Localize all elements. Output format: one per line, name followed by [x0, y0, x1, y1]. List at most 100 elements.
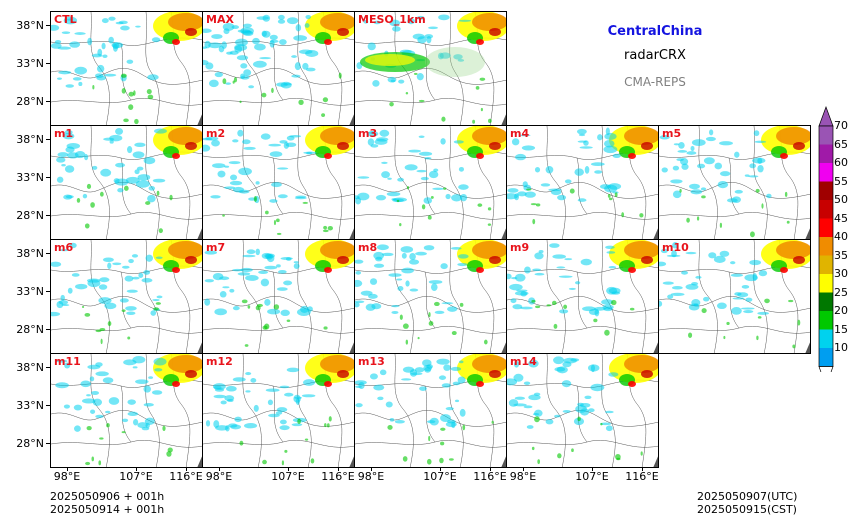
echo-patch — [320, 13, 355, 31]
echo-patch — [641, 370, 653, 378]
echo-patch — [257, 16, 269, 20]
echo-patch — [286, 142, 297, 147]
echo-patch — [405, 280, 409, 286]
echo-patch — [537, 459, 540, 464]
echo-patch — [122, 266, 130, 269]
echo-patch — [409, 259, 419, 264]
echo-patch — [391, 80, 395, 83]
echo-patch — [387, 425, 392, 430]
echo-patch — [361, 291, 373, 296]
echo-patch — [67, 152, 78, 158]
latitude-label: 38°N — [4, 133, 44, 146]
colorbar-tick-label: 65 — [834, 138, 848, 151]
colorbar-tick-label: 35 — [834, 249, 848, 262]
echo-patch — [613, 154, 621, 158]
echo-patch — [305, 15, 311, 19]
echo-patch — [396, 278, 402, 280]
echo-patch — [459, 167, 464, 172]
echo-patch — [605, 246, 615, 249]
echo-patch — [232, 269, 243, 272]
echo-patch — [337, 28, 349, 36]
echo-patch — [414, 73, 418, 75]
echo-patch — [476, 267, 484, 273]
echo-patch — [206, 420, 210, 426]
echo-patch — [677, 150, 687, 153]
echo-patch — [597, 134, 602, 140]
echo-patch — [63, 195, 72, 200]
echo-patch — [403, 456, 408, 462]
echo-patch — [82, 306, 84, 308]
echo-patch — [57, 77, 62, 79]
echo-patch — [436, 359, 449, 365]
echo-patch — [424, 245, 435, 250]
echo-patch — [515, 291, 529, 295]
echo-patch — [101, 339, 103, 345]
echo-patch — [284, 393, 293, 397]
echo-patch — [615, 454, 621, 460]
echo-patch — [579, 134, 585, 136]
echo-patch — [743, 310, 753, 313]
colorbar-tick-label: 50 — [834, 193, 848, 206]
echo-patch — [57, 177, 64, 183]
echo-patch — [476, 39, 484, 45]
echo-patch — [276, 219, 280, 223]
echo-patch — [99, 437, 103, 439]
latitude-label: 28°N — [4, 323, 44, 336]
echo-patch — [229, 289, 234, 293]
longitude-tick — [371, 467, 372, 471]
echo-patch — [262, 93, 267, 98]
echo-patch — [144, 386, 151, 393]
echo-patch — [524, 382, 530, 386]
echo-patch — [591, 162, 605, 166]
colorbar-segment — [819, 330, 833, 349]
panel-label: m9 — [510, 241, 529, 254]
echo-patch — [580, 146, 593, 149]
echo-patch — [65, 165, 74, 172]
echo-patch — [245, 390, 250, 392]
echo-patch — [287, 368, 299, 373]
echo-patch — [240, 63, 247, 68]
echo-patch — [520, 307, 533, 310]
echo-patch — [489, 256, 501, 264]
echo-patch — [148, 95, 154, 100]
echo-patch — [358, 382, 364, 389]
echo-patch — [472, 127, 507, 145]
echo-patch — [377, 244, 389, 250]
echo-patch — [428, 436, 430, 441]
echo-patch — [230, 181, 242, 185]
echo-patch — [154, 129, 167, 134]
latitude-label: 38°N — [4, 247, 44, 260]
echo-patch — [159, 228, 163, 233]
echo-patch — [590, 384, 604, 391]
echo-patch — [667, 255, 681, 257]
echo-patch — [267, 309, 280, 315]
echo-patch — [291, 75, 300, 78]
echo-patch — [303, 152, 316, 154]
echo-patch — [689, 184, 700, 189]
echo-patch — [152, 37, 160, 42]
echo-patch — [758, 316, 762, 319]
echo-patch — [87, 426, 92, 430]
echo-patch — [409, 253, 416, 260]
echo-patch — [548, 189, 561, 192]
echo-patch — [265, 211, 269, 215]
echo-patch — [205, 279, 214, 282]
echo-patch — [66, 84, 74, 87]
echo-patch — [419, 152, 432, 156]
province-boundary — [577, 158, 587, 214]
echo-patch — [451, 367, 461, 371]
echo-patch — [416, 170, 426, 172]
echo-patch — [397, 178, 404, 182]
latitude-tick — [46, 443, 50, 444]
longitude-label: 98°E — [349, 470, 393, 483]
echo-patch — [230, 174, 237, 180]
echo-patch — [735, 190, 743, 194]
echo-patch — [233, 306, 240, 310]
echo-patch — [323, 226, 327, 230]
map-panel: m3 — [354, 125, 507, 240]
echo-patch — [534, 416, 540, 422]
echo-patch — [91, 391, 99, 395]
echo-patch — [372, 80, 379, 87]
echo-patch — [213, 273, 224, 280]
echo-patch — [624, 355, 659, 373]
